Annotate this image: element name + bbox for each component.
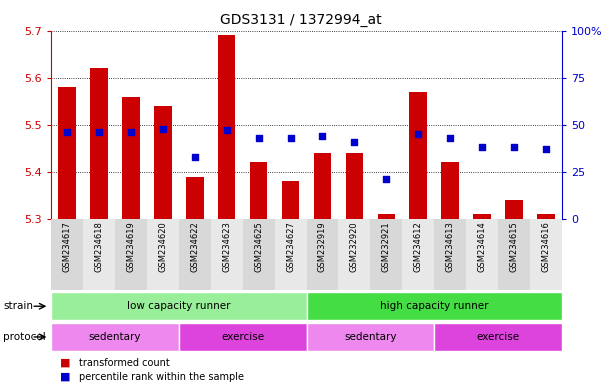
Bar (243, 219, 275, 290)
Text: GSM234620: GSM234620 (158, 221, 167, 272)
Point (63, 129, 72, 136)
Text: high capacity runner: high capacity runner (380, 301, 489, 311)
Bar (147, 219, 179, 290)
Text: GSM234614: GSM234614 (478, 221, 487, 272)
Bar (275, 219, 307, 290)
Bar (186, 177, 204, 219)
Bar (498, 219, 530, 290)
Text: exercise: exercise (221, 332, 264, 342)
Text: low capacity runner: low capacity runner (127, 301, 231, 311)
Point (126, 129, 136, 136)
Bar (466, 219, 498, 290)
Bar (218, 35, 236, 219)
Bar (370, 219, 402, 290)
Point (509, 144, 519, 151)
Text: GSM234623: GSM234623 (222, 221, 231, 272)
Point (222, 127, 231, 134)
Bar (434, 323, 562, 351)
Text: GSM234618: GSM234618 (94, 221, 103, 272)
Bar (409, 92, 427, 219)
Text: percentile rank within the sample: percentile rank within the sample (79, 372, 245, 382)
Text: protocol: protocol (3, 332, 46, 342)
Text: GSM234627: GSM234627 (286, 221, 295, 272)
Text: GSM234616: GSM234616 (542, 221, 551, 272)
Bar (90, 68, 108, 219)
Bar (154, 106, 172, 219)
Bar (307, 293, 562, 320)
Text: GDS3131 / 1372994_at: GDS3131 / 1372994_at (220, 13, 381, 27)
Text: GSM234625: GSM234625 (254, 221, 263, 272)
Text: GSM234619: GSM234619 (126, 221, 135, 272)
Point (382, 176, 391, 182)
Text: GSM232919: GSM232919 (318, 221, 327, 271)
Bar (282, 181, 299, 219)
Text: sedentary: sedentary (89, 332, 141, 342)
Bar (314, 153, 331, 219)
Bar (537, 214, 555, 219)
Bar (179, 219, 211, 290)
Bar (115, 219, 147, 290)
Bar (338, 219, 370, 290)
Point (445, 135, 455, 141)
Text: GSM234615: GSM234615 (510, 221, 519, 272)
Bar (474, 214, 491, 219)
Text: strain: strain (3, 301, 33, 311)
Bar (307, 219, 338, 290)
Bar (51, 219, 83, 290)
Point (158, 126, 168, 132)
Point (318, 133, 328, 139)
Bar (51, 293, 307, 320)
Bar (250, 162, 267, 219)
Bar (346, 153, 363, 219)
Point (254, 135, 263, 141)
Text: GSM234617: GSM234617 (63, 221, 72, 272)
Bar (307, 323, 435, 351)
Text: transformed count: transformed count (79, 358, 170, 368)
Text: ■: ■ (60, 372, 70, 382)
Bar (441, 162, 459, 219)
Bar (51, 323, 179, 351)
Point (190, 154, 200, 160)
Bar (530, 219, 562, 290)
Point (350, 139, 359, 145)
Point (94, 129, 104, 136)
Point (285, 135, 295, 141)
Bar (434, 219, 466, 290)
Point (541, 146, 551, 152)
Bar (83, 219, 115, 290)
Text: GSM232921: GSM232921 (382, 221, 391, 271)
Text: GSM234612: GSM234612 (413, 221, 423, 272)
Point (413, 131, 423, 137)
Point (477, 144, 487, 151)
Text: GSM234622: GSM234622 (191, 221, 200, 272)
Bar (505, 200, 523, 219)
Text: GSM234613: GSM234613 (446, 221, 455, 272)
Bar (377, 214, 395, 219)
Bar (211, 219, 243, 290)
Bar (122, 97, 139, 219)
Text: ■: ■ (60, 358, 70, 368)
Bar (402, 219, 435, 290)
Text: sedentary: sedentary (344, 332, 397, 342)
Text: GSM232920: GSM232920 (350, 221, 359, 271)
Bar (58, 87, 76, 219)
Text: exercise: exercise (477, 332, 520, 342)
Bar (179, 323, 307, 351)
